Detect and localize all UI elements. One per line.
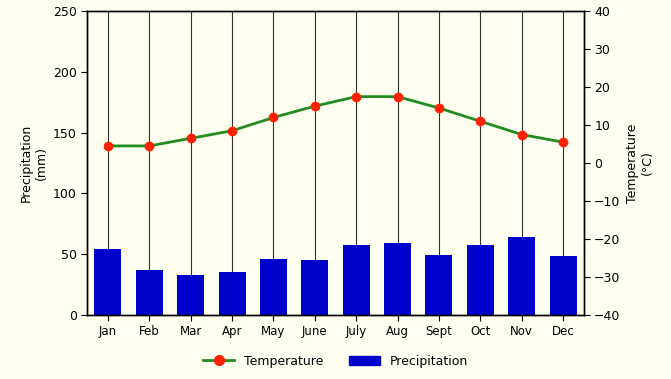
Bar — [95, 249, 121, 315]
Line: Temperature: Temperature — [104, 92, 567, 150]
Bar — [425, 255, 452, 315]
Bar — [301, 260, 328, 315]
Temperature — [352, 94, 360, 99]
Temperature — [559, 140, 567, 144]
Temperature — [270, 115, 278, 120]
Legend: Temperature, Precipitation: Temperature, Precipitation — [198, 350, 473, 373]
Temperature — [435, 106, 443, 110]
Bar — [136, 270, 163, 315]
Temperature — [187, 136, 195, 141]
Temperature — [228, 128, 236, 133]
Temperature — [393, 94, 401, 99]
Temperature — [146, 144, 154, 148]
Bar — [384, 243, 411, 315]
Bar — [343, 246, 370, 315]
Bar — [177, 274, 204, 315]
Temperature — [104, 144, 112, 148]
Bar — [467, 246, 494, 315]
Y-axis label: Temperature
(°C): Temperature (°C) — [626, 123, 654, 203]
Bar — [508, 237, 535, 315]
Bar — [260, 259, 287, 315]
Bar — [219, 272, 246, 315]
Y-axis label: Precipitation
(mm): Precipitation (mm) — [19, 124, 48, 202]
Bar — [550, 256, 576, 315]
Temperature — [518, 132, 526, 137]
Temperature — [476, 119, 484, 124]
Temperature — [311, 104, 319, 108]
